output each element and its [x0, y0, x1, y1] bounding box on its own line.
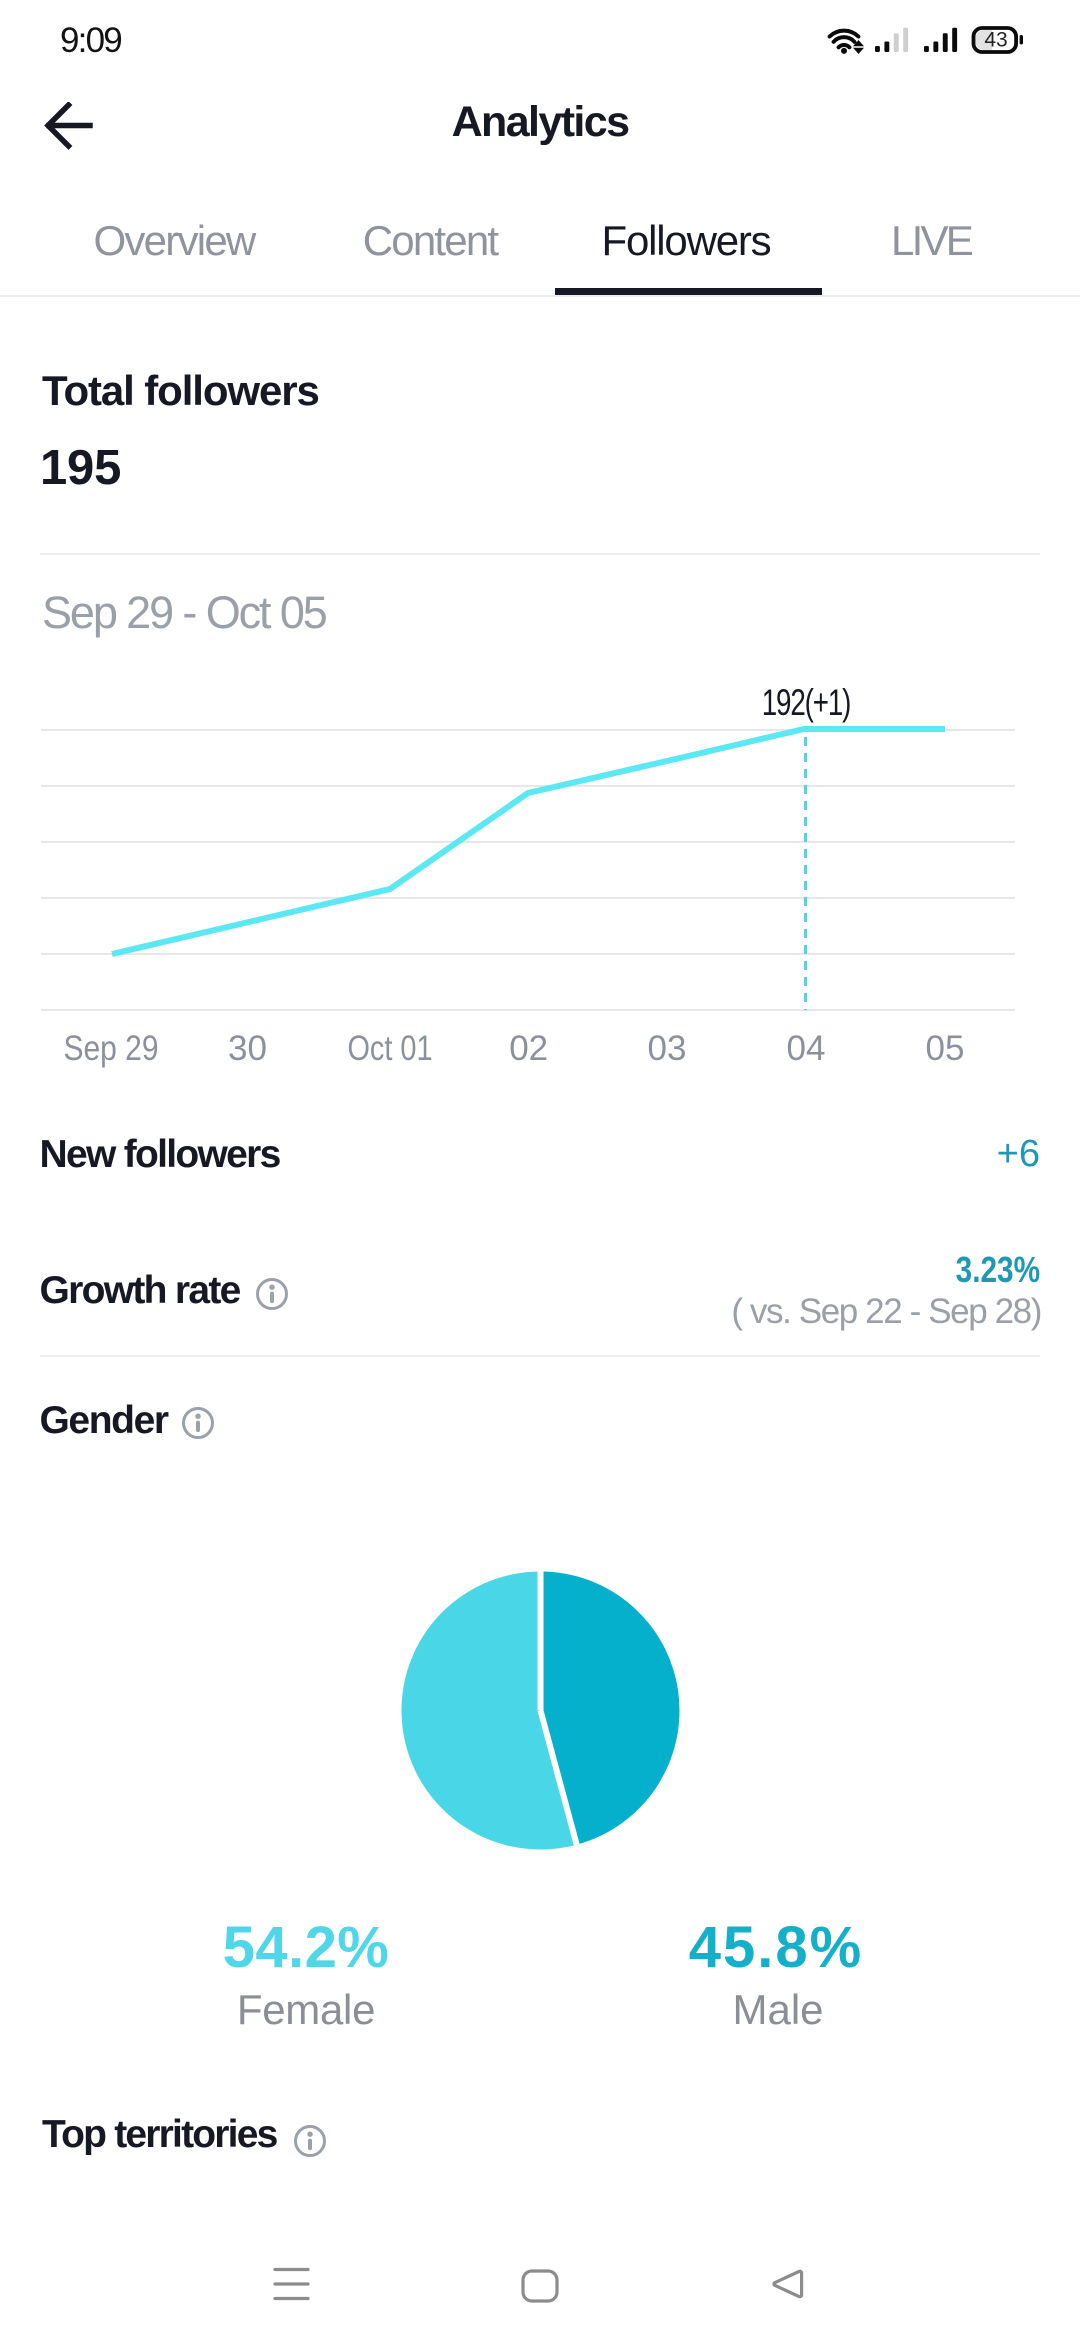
- svg-text:43: 43: [984, 28, 1007, 51]
